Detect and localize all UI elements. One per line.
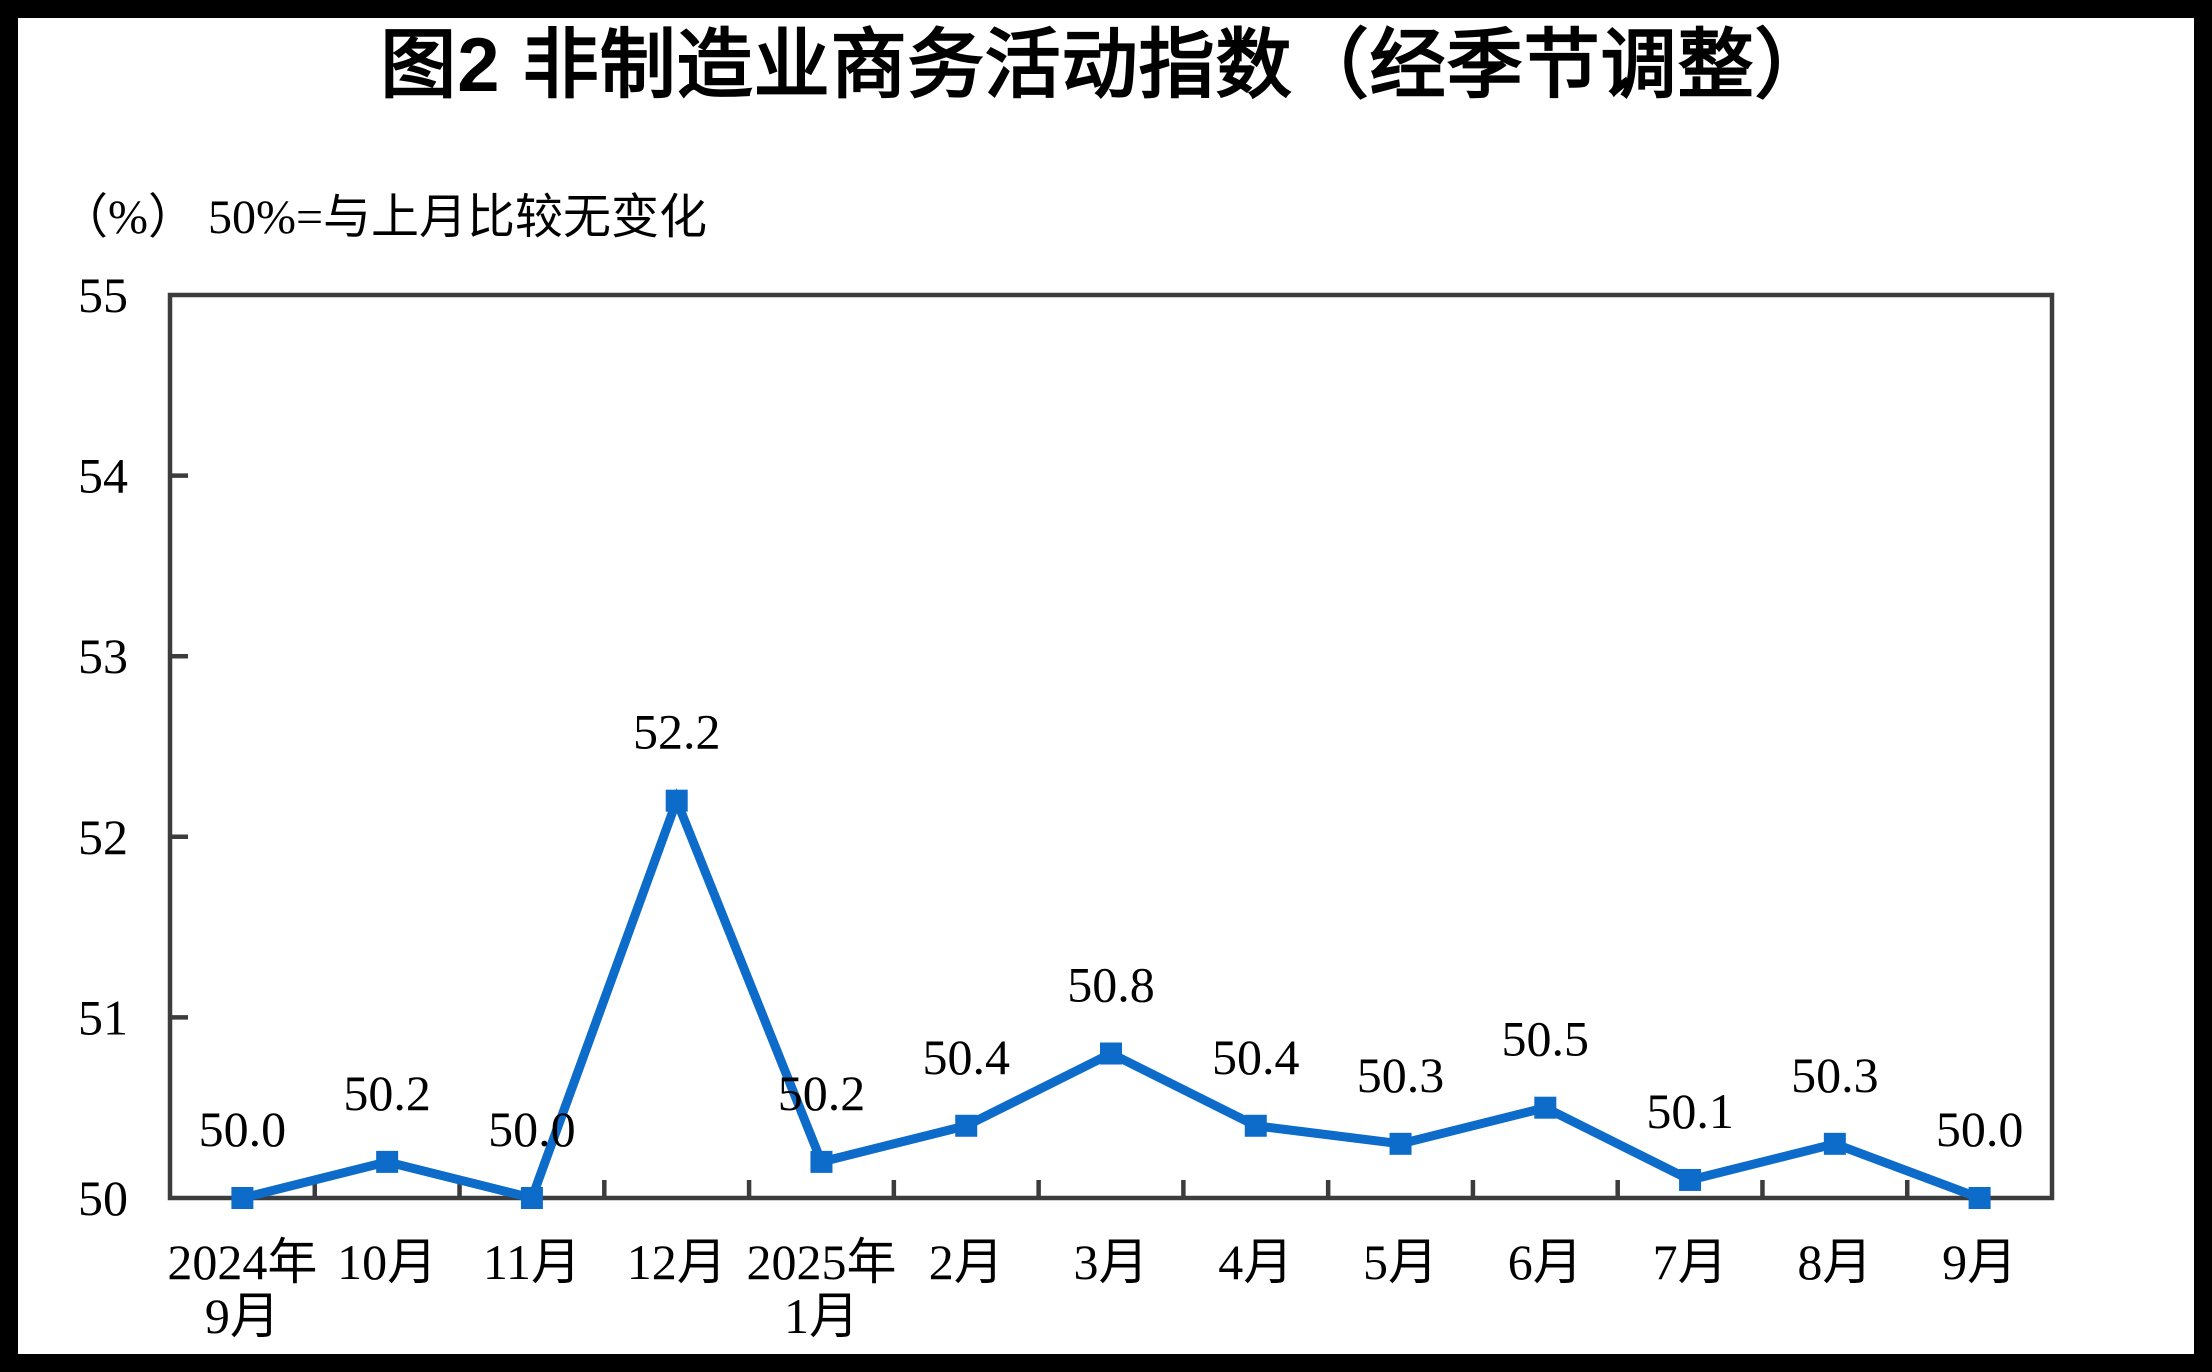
data-point-label: 50.4	[922, 1029, 1010, 1085]
data-point-marker	[520, 1187, 543, 1209]
y-axis-tick-label: 54	[78, 448, 128, 504]
axis-unit-note: （%） 50%=与上月比较无变化	[60, 191, 708, 244]
data-point-marker	[231, 1187, 254, 1209]
x-axis-category-label: 5月	[1363, 1234, 1438, 1290]
data-point-label: 50.4	[1212, 1029, 1300, 1085]
data-point-label: 50.0	[199, 1101, 287, 1157]
data-point-label: 50.5	[1502, 1011, 1590, 1067]
x-axis-category-label: 2025年	[746, 1234, 896, 1290]
data-point-marker	[955, 1114, 978, 1137]
x-axis-category-label: 10月	[337, 1234, 437, 1290]
data-point-label: 50.3	[1791, 1047, 1879, 1103]
data-point-label: 50.0	[1936, 1101, 2024, 1157]
data-point-marker	[1679, 1168, 1702, 1191]
x-axis-category-label: 2月	[929, 1234, 1004, 1290]
data-point-marker	[1968, 1187, 1991, 1209]
data-point-label: 50.2	[343, 1065, 431, 1121]
data-point-label: 50.0	[488, 1101, 576, 1157]
x-axis-category-label: 11月	[483, 1234, 581, 1290]
data-point-label: 50.8	[1067, 957, 1155, 1013]
x-axis-category-label: 7月	[1653, 1234, 1728, 1290]
data-point-label: 50.3	[1357, 1047, 1445, 1103]
x-axis-category-label: 2024年	[167, 1234, 317, 1290]
y-axis-tick-label: 50	[78, 1170, 128, 1226]
y-axis-tick-label: 51	[78, 989, 128, 1045]
x-axis-category-label: 9月	[205, 1288, 280, 1344]
x-axis-category-label: 9月	[1942, 1234, 2017, 1290]
y-axis-tick-label: 52	[78, 809, 128, 865]
y-axis-tick-label: 55	[78, 267, 128, 323]
x-axis-category-label: 1月	[784, 1288, 859, 1344]
data-point-marker	[1389, 1132, 1412, 1155]
plot-area-border	[167, 292, 2055, 1201]
x-axis-category-label: 3月	[1074, 1234, 1149, 1290]
data-point-marker	[810, 1150, 833, 1173]
x-axis-category-label: 6月	[1508, 1234, 1583, 1290]
x-axis-category-label: 12月	[627, 1234, 727, 1290]
y-axis-tick-label: 53	[78, 628, 128, 684]
x-axis-category-label: 8月	[1797, 1234, 1872, 1290]
data-point-label: 50.2	[778, 1065, 866, 1121]
data-point-marker	[665, 789, 688, 812]
data-point-marker	[1244, 1114, 1267, 1137]
data-point-label: 50.1	[1646, 1083, 1734, 1139]
data-point-marker	[1534, 1096, 1557, 1119]
x-axis-category-label: 4月	[1218, 1234, 1293, 1290]
data-point-marker	[1100, 1042, 1122, 1065]
data-point-label: 52.2	[633, 704, 721, 760]
chart-title: 图2 非制造业商务活动指数（经季节调整）	[380, 23, 1832, 108]
data-point-marker	[1823, 1132, 1846, 1155]
data-point-marker	[376, 1150, 399, 1173]
